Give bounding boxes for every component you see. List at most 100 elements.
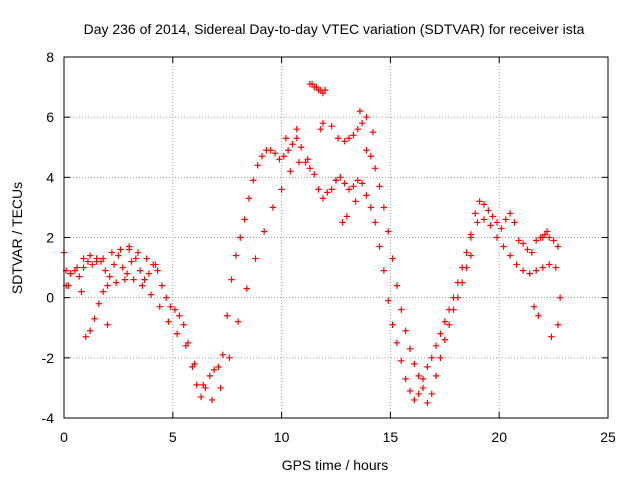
data-point [193, 381, 200, 389]
data-point [532, 267, 540, 274]
series-lower-branch [78, 156, 311, 404]
data-point [143, 255, 150, 262]
data-point [411, 396, 418, 404]
data-point [102, 267, 109, 274]
data-point [200, 381, 207, 389]
x-tick-label: 0 [60, 429, 68, 445]
series-main-trace [60, 135, 562, 404]
data-point [343, 213, 351, 220]
data-point [276, 156, 283, 163]
data-point [432, 372, 440, 380]
data-point [176, 312, 183, 319]
data-point [106, 273, 113, 280]
data-point [117, 246, 124, 253]
data-point [110, 261, 118, 268]
data-point [411, 360, 418, 368]
data-point [480, 216, 488, 223]
data-point [241, 216, 248, 223]
data-point [293, 126, 301, 133]
data-point [380, 267, 388, 274]
data-point [367, 153, 375, 160]
data-point [345, 186, 353, 193]
data-point [139, 282, 146, 289]
data-point [282, 135, 290, 142]
data-point [280, 153, 287, 160]
data-point [84, 258, 92, 265]
data-point [228, 276, 235, 283]
data-point [493, 219, 501, 226]
data-point [506, 252, 514, 259]
data-point [489, 213, 496, 220]
data-point [358, 180, 366, 187]
data-point [130, 276, 137, 283]
data-point [99, 255, 107, 262]
data-point [376, 243, 383, 250]
data-point [86, 327, 94, 334]
data-point [539, 264, 546, 271]
data-point [532, 237, 540, 244]
data-point [250, 177, 257, 184]
data-point [515, 237, 522, 244]
data-point [121, 276, 129, 283]
data-point [206, 372, 213, 380]
data-point [350, 183, 357, 190]
data-point [385, 228, 392, 235]
data-point [424, 363, 431, 371]
data-point [173, 330, 181, 337]
series-evening-decline [363, 147, 475, 407]
data-point [80, 264, 87, 271]
data-point [519, 240, 527, 247]
grid [64, 57, 608, 418]
data-point [389, 255, 396, 262]
y-tick-label: 6 [46, 109, 54, 125]
data-point [437, 330, 444, 337]
data-point [424, 399, 431, 407]
data-point [99, 288, 107, 295]
y-tick-label: 2 [46, 230, 54, 246]
data-points [60, 80, 564, 407]
series-post-dusk-tail [467, 216, 559, 277]
data-point [341, 138, 348, 145]
data-point [472, 210, 479, 217]
data-point [450, 306, 457, 313]
data-point [287, 168, 294, 175]
data-point [208, 396, 216, 404]
data-point [406, 387, 414, 395]
data-point [487, 222, 494, 229]
data-point [402, 375, 409, 383]
data-point [328, 122, 335, 130]
data-point [480, 201, 488, 208]
data-point [123, 270, 131, 277]
data-point [319, 195, 327, 202]
data-point [245, 195, 253, 202]
data-point [182, 342, 190, 349]
data-point [115, 252, 122, 259]
data-point [171, 306, 179, 313]
x-tick-label: 10 [274, 429, 290, 445]
data-point [134, 249, 142, 256]
data-point [393, 282, 401, 289]
data-point [252, 255, 259, 262]
data-point [550, 237, 557, 244]
data-point [519, 267, 527, 274]
data-point [548, 333, 555, 340]
data-point [539, 234, 546, 241]
data-point [89, 261, 96, 268]
data-point [513, 261, 520, 268]
data-point [156, 303, 163, 310]
data-point [215, 363, 222, 371]
y-tick-label: 4 [46, 169, 54, 185]
y-tick-label: 8 [46, 49, 54, 65]
data-point [78, 288, 85, 295]
data-point [556, 294, 564, 301]
data-point [304, 156, 311, 163]
data-point [339, 219, 346, 226]
x-tick-label: 5 [169, 429, 177, 445]
data-point [295, 159, 303, 166]
y-axis-label: SDTVAR / TECUs [9, 182, 25, 294]
data-point [293, 135, 301, 142]
data-point [337, 174, 344, 181]
y-tick-label: 0 [46, 290, 54, 306]
data-point [267, 147, 274, 154]
data-point [441, 336, 448, 343]
